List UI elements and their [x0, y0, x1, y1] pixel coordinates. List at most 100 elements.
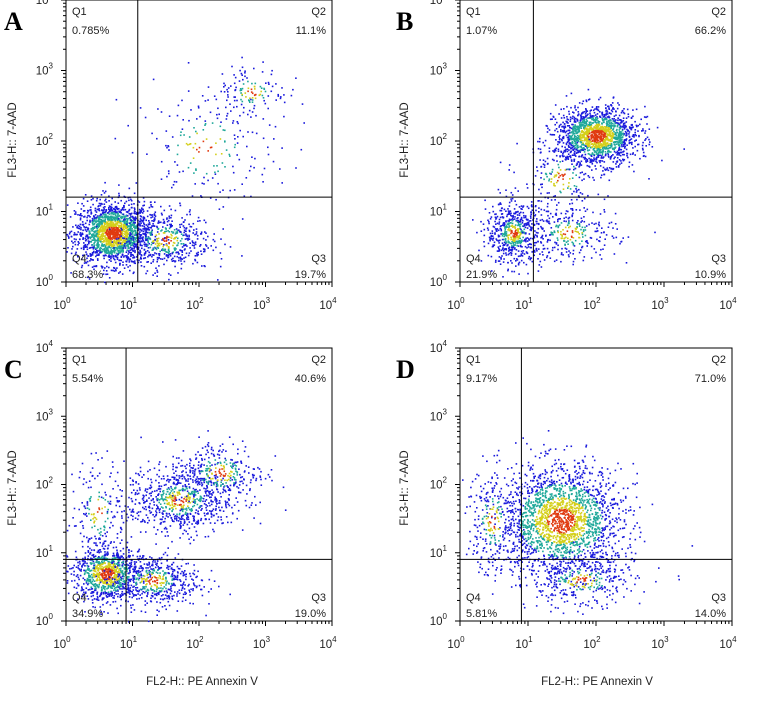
- event-dot: [162, 249, 164, 252]
- event-dot: [104, 250, 107, 252]
- event-dot: [97, 205, 99, 208]
- event-dot: [177, 104, 180, 107]
- event-dot: [607, 137, 609, 140]
- event-dot: [617, 137, 620, 140]
- event-dot: [591, 146, 593, 148]
- event-dot: [614, 144, 616, 146]
- event-dot: [138, 220, 141, 223]
- event-dot: [86, 234, 89, 236]
- event-dot: [189, 143, 192, 145]
- event-dot: [503, 224, 505, 227]
- event-dot: [528, 255, 531, 258]
- event-dot: [513, 248, 516, 250]
- event-dot: [627, 115, 630, 118]
- event-dot: [628, 133, 630, 135]
- event-dot: [598, 130, 601, 133]
- event-dot: [143, 249, 146, 251]
- event-dot: [144, 116, 147, 119]
- event-dot: [586, 135, 589, 137]
- event-dot: [519, 245, 522, 248]
- event-dot: [583, 148, 585, 150]
- event-dot: [595, 147, 598, 149]
- event-dot: [170, 214, 173, 217]
- event-dot: [546, 157, 549, 160]
- event-dot: [528, 220, 531, 222]
- event-dot: [609, 139, 611, 141]
- event-dot: [571, 193, 573, 195]
- event-dot: [95, 235, 98, 238]
- event-dot: [586, 142, 588, 144]
- event-dot: [579, 121, 581, 124]
- event-dot: [561, 129, 564, 132]
- y-tick-label: 102: [36, 132, 54, 148]
- event-dot: [599, 135, 602, 137]
- event-dot: [151, 216, 154, 218]
- event-dot: [251, 82, 253, 85]
- event-dot: [90, 211, 92, 213]
- event-dot: [636, 125, 638, 128]
- event-dot: [487, 242, 490, 245]
- event-dot: [115, 211, 117, 214]
- event-dot: [135, 243, 137, 246]
- event-dot: [93, 217, 96, 219]
- event-dot: [585, 108, 587, 110]
- event-dot: [176, 255, 179, 258]
- event-dot: [244, 92, 247, 94]
- event-dot: [130, 260, 133, 262]
- event-dot: [629, 153, 632, 156]
- event-dot: [108, 236, 110, 239]
- event-dot: [116, 230, 118, 233]
- event-dot: [634, 120, 636, 123]
- event-dot: [91, 227, 93, 230]
- event-dot: [81, 264, 84, 267]
- event-dot: [566, 136, 569, 139]
- event-dot: [624, 142, 626, 144]
- event-dot: [204, 124, 206, 126]
- event-dot: [105, 231, 108, 233]
- event-dot: [166, 217, 168, 219]
- event-dot: [103, 224, 105, 227]
- event-dot: [581, 137, 584, 139]
- event-dot: [575, 143, 578, 146]
- event-dot: [107, 249, 110, 252]
- y-tick-label: 103: [36, 62, 54, 78]
- event-dot: [163, 244, 165, 246]
- event-dot: [620, 148, 623, 151]
- event-dot: [615, 129, 618, 132]
- event-dot: [99, 198, 101, 201]
- event-dot: [492, 237, 495, 239]
- event-dot: [586, 147, 589, 150]
- event-dot: [244, 72, 246, 74]
- event-dot: [549, 112, 552, 115]
- event-dot: [247, 131, 249, 133]
- event-dot: [517, 238, 519, 240]
- event-dot: [607, 119, 610, 122]
- event-dot: [197, 216, 200, 219]
- event-dot: [222, 228, 224, 230]
- event-dot: [527, 207, 530, 210]
- event-dot: [566, 121, 568, 124]
- event-dot: [566, 116, 568, 118]
- event-dot: [637, 124, 639, 127]
- event-dot: [574, 105, 576, 107]
- event-dot: [143, 253, 146, 256]
- event-dot: [589, 114, 592, 116]
- event-dot: [87, 214, 89, 217]
- event-dot: [570, 138, 573, 141]
- event-dot: [154, 215, 157, 217]
- event-dot: [595, 156, 598, 159]
- event-dot: [554, 185, 556, 187]
- event-dot: [582, 143, 585, 146]
- event-dot: [596, 116, 598, 118]
- event-dot: [606, 128, 609, 131]
- event-dot: [537, 200, 539, 202]
- event-dot: [584, 156, 586, 159]
- event-dot: [615, 151, 617, 154]
- event-dot: [137, 251, 140, 254]
- event-dot: [513, 171, 515, 174]
- event-dot: [530, 237, 532, 240]
- event-dot: [516, 214, 519, 216]
- y-tick-label: 100: [36, 273, 54, 289]
- event-dot: [580, 131, 583, 134]
- event-dot: [618, 114, 621, 117]
